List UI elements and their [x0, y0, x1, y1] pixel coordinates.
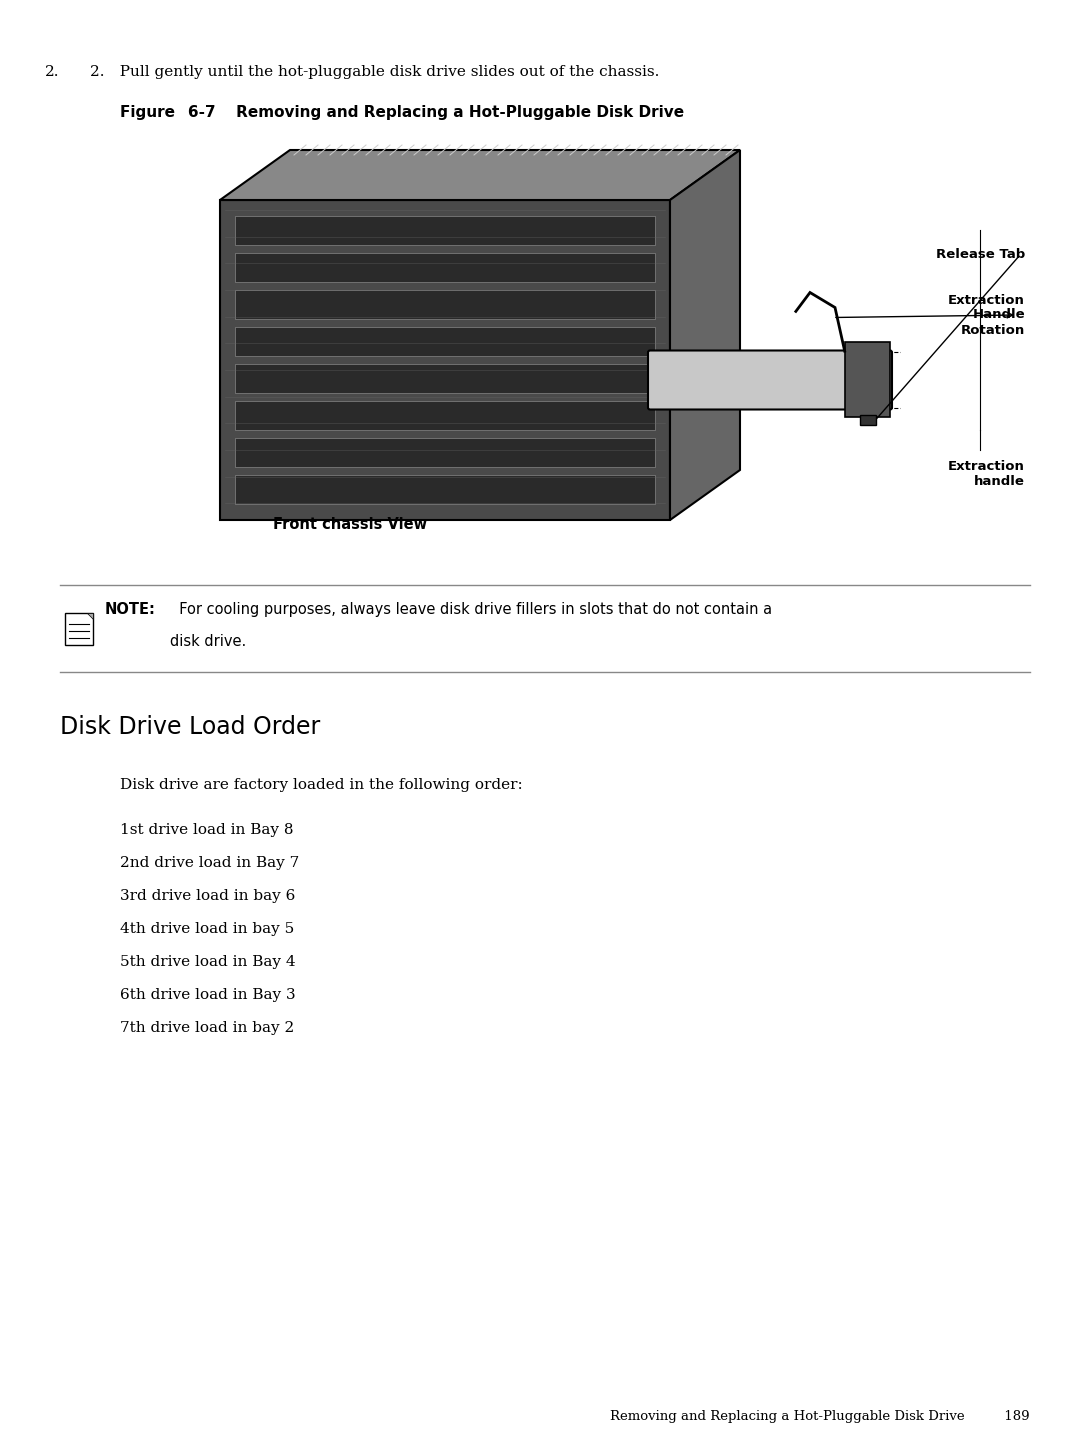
Text: NOTE:: NOTE:: [105, 603, 156, 617]
Text: Release Tab: Release Tab: [935, 249, 1025, 262]
Text: Figure  6-7  Removing and Replacing a Hot-Pluggable Disk Drive: Figure 6-7 Removing and Replacing a Hot-…: [120, 105, 684, 119]
Text: 2.: 2.: [45, 65, 59, 79]
Text: 6th drive load in Bay 3: 6th drive load in Bay 3: [120, 988, 296, 1002]
Text: Removing and Replacing a Hot-Pluggable Disk Drive   189: Removing and Replacing a Hot-Pluggable D…: [610, 1411, 1030, 1424]
Bar: [235, 328, 654, 355]
Text: Disk Drive Load Order: Disk Drive Load Order: [60, 715, 321, 739]
Text: 4th drive load in bay 5: 4th drive load in bay 5: [120, 922, 294, 936]
Text: disk drive.: disk drive.: [170, 634, 246, 649]
Polygon shape: [87, 613, 93, 618]
Text: 3rd drive load in bay 6: 3rd drive load in bay 6: [120, 889, 295, 903]
Text: 1st drive load in Bay 8: 1st drive load in Bay 8: [120, 823, 294, 837]
FancyBboxPatch shape: [648, 351, 892, 410]
Bar: [235, 439, 654, 466]
Bar: [235, 290, 654, 319]
Bar: [235, 217, 654, 244]
Text: 2. Pull gently until the hot-pluggable disk drive slides out of the chassis.: 2. Pull gently until the hot-pluggable d…: [90, 65, 660, 79]
Bar: [65, 613, 93, 646]
Text: Extraction
handle: Extraction handle: [948, 460, 1025, 487]
Text: Extraction
Handle
Rotation: Extraction Handle Rotation: [948, 293, 1025, 336]
Bar: [235, 401, 654, 430]
Text: 2nd drive load in Bay 7: 2nd drive load in Bay 7: [120, 856, 299, 870]
Text: Disk drive are factory loaded in the following order:: Disk drive are factory loaded in the fol…: [120, 778, 523, 792]
Polygon shape: [220, 200, 670, 521]
Text: Front chassis View: Front chassis View: [273, 518, 427, 532]
Bar: [845, 342, 890, 417]
Text: 7th drive load in bay 2: 7th drive load in bay 2: [120, 1021, 294, 1035]
Bar: [235, 253, 654, 282]
Text: 5th drive load in Bay 4: 5th drive load in Bay 4: [120, 955, 296, 969]
Polygon shape: [220, 150, 740, 200]
Bar: [860, 416, 876, 426]
Bar: [235, 476, 654, 503]
Polygon shape: [670, 150, 740, 521]
Text: For cooling purposes, always leave disk drive fillers in slots that do not conta: For cooling purposes, always leave disk …: [170, 603, 772, 617]
Bar: [235, 364, 654, 393]
